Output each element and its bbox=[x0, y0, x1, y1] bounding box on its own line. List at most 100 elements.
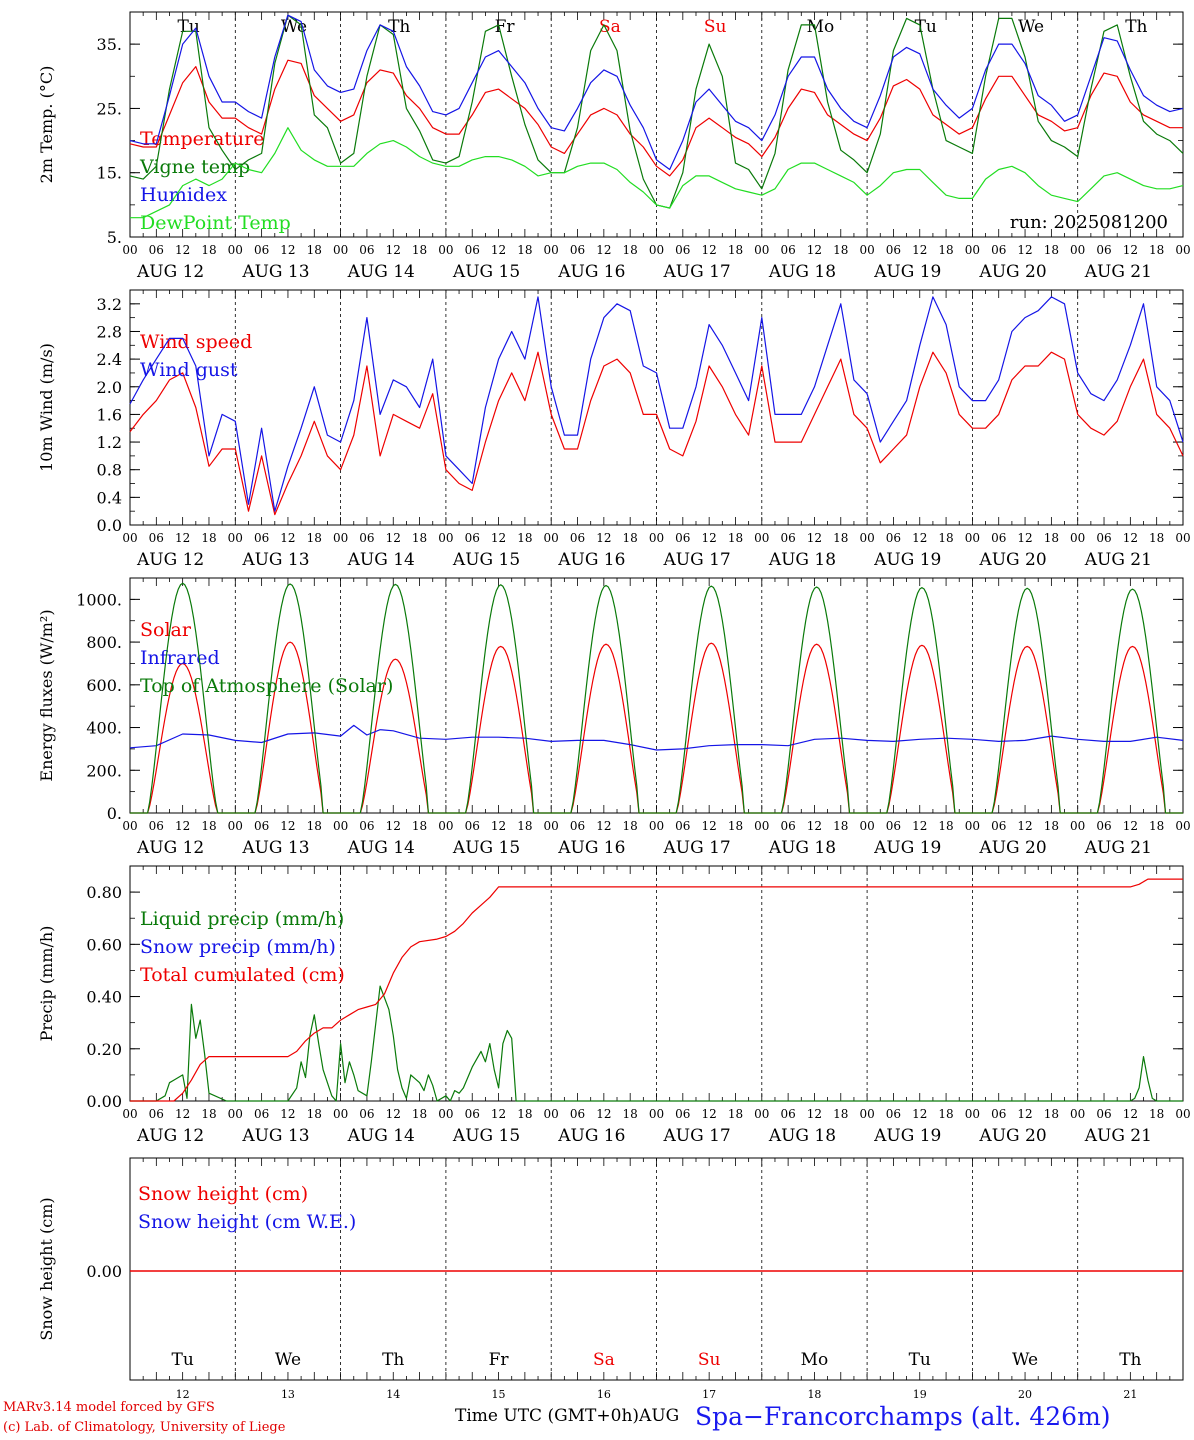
y-tick-label: 1000. bbox=[76, 590, 122, 609]
hour-tick-label: 18 bbox=[623, 531, 638, 545]
y-tick-label: 2.4 bbox=[97, 350, 122, 369]
hour-tick-label: 00 bbox=[228, 1107, 243, 1121]
hour-tick-label: 06 bbox=[149, 243, 164, 257]
hour-tick-label: 00 bbox=[649, 531, 664, 545]
hour-tick-label: 12 bbox=[386, 531, 401, 545]
hour-tick-label: 18 bbox=[1149, 243, 1164, 257]
hour-tick-label: 12 bbox=[175, 1107, 190, 1121]
hour-tick-label: 18 bbox=[1044, 1107, 1059, 1121]
y-tick-label: 200. bbox=[86, 761, 122, 780]
legend-entry: Snow precip (mm/h) bbox=[140, 936, 336, 958]
hour-tick-label: 12 bbox=[807, 819, 822, 833]
hour-tick-label: 18 bbox=[833, 819, 848, 833]
hour-tick-label: 00 bbox=[965, 819, 980, 833]
date-label: AUG 17 bbox=[663, 838, 731, 858]
date-label: AUG 15 bbox=[452, 838, 520, 858]
hour-tick-label: 00 bbox=[228, 531, 243, 545]
hour-tick-label: 12 bbox=[1123, 531, 1138, 545]
weekday-label: We bbox=[1012, 1350, 1038, 1370]
weekday-label: Tu bbox=[909, 1350, 931, 1370]
y-tick-label: 0.00 bbox=[86, 1262, 122, 1281]
hour-tick-label: 06 bbox=[254, 1107, 269, 1121]
date-label: AUG 14 bbox=[347, 1126, 415, 1146]
hour-tick-label: 00 bbox=[1175, 531, 1190, 545]
hour-tick-label: 06 bbox=[1096, 1107, 1111, 1121]
x-axis-title-text: Time UTC (GMT+0h) bbox=[455, 1406, 640, 1426]
hour-tick-label: 00 bbox=[859, 819, 874, 833]
hour-tick-label: 06 bbox=[991, 531, 1006, 545]
date-label: AUG 12 bbox=[136, 262, 204, 282]
hour-tick-label: 18 bbox=[201, 531, 216, 545]
legend-entry: Solar bbox=[140, 619, 192, 641]
day-number-label: 13 bbox=[281, 1388, 295, 1401]
weekday-label: Fr bbox=[495, 17, 516, 37]
hour-tick-label: 06 bbox=[886, 1107, 901, 1121]
date-label: AUG 12 bbox=[136, 550, 204, 570]
hour-tick-label: 06 bbox=[570, 243, 585, 257]
hour-tick-label: 12 bbox=[702, 531, 717, 545]
hour-tick-label: 06 bbox=[780, 819, 795, 833]
weekday-label: Fr bbox=[489, 1350, 510, 1370]
date-label: AUG 20 bbox=[978, 838, 1046, 858]
date-label: AUG 20 bbox=[978, 1126, 1046, 1146]
hour-tick-label: 00 bbox=[965, 243, 980, 257]
hour-tick-label: 06 bbox=[675, 819, 690, 833]
hour-tick-label: 12 bbox=[1017, 243, 1032, 257]
hour-tick-label: 12 bbox=[912, 1107, 927, 1121]
date-label: AUG 15 bbox=[452, 1126, 520, 1146]
hour-tick-label: 12 bbox=[912, 819, 927, 833]
hour-tick-label: 00 bbox=[1070, 243, 1085, 257]
hour-tick-label: 06 bbox=[675, 531, 690, 545]
hour-tick-label: 00 bbox=[859, 243, 874, 257]
hour-tick-label: 00 bbox=[122, 243, 137, 257]
date-label: AUG 20 bbox=[978, 550, 1046, 570]
hour-tick-label: 00 bbox=[438, 1107, 453, 1121]
hour-tick-label: 06 bbox=[570, 819, 585, 833]
day-number-label: 14 bbox=[386, 1388, 400, 1401]
date-label: AUG 12 bbox=[136, 1126, 204, 1146]
weekday-label: Sa bbox=[599, 17, 621, 37]
hour-tick-label: 06 bbox=[1096, 531, 1111, 545]
date-label: AUG 18 bbox=[768, 550, 836, 570]
day-number-label: 16 bbox=[597, 1388, 611, 1401]
hour-tick-label: 06 bbox=[780, 243, 795, 257]
series-line-3 bbox=[130, 127, 1184, 219]
hour-tick-label: 00 bbox=[1175, 243, 1190, 257]
series-line-0 bbox=[130, 641, 1183, 814]
date-label: AUG 16 bbox=[557, 550, 625, 570]
hour-tick-label: 00 bbox=[438, 819, 453, 833]
hour-tick-label: 06 bbox=[359, 531, 374, 545]
hour-tick-label: 12 bbox=[1017, 819, 1032, 833]
hour-tick-label: 00 bbox=[859, 531, 874, 545]
hour-tick-label: 06 bbox=[675, 243, 690, 257]
hour-tick-label: 12 bbox=[491, 243, 506, 257]
weekday-label: Mo bbox=[801, 1350, 829, 1370]
hour-tick-label: 18 bbox=[201, 1107, 216, 1121]
hour-tick-label: 00 bbox=[544, 531, 559, 545]
y-tick-label: 5. bbox=[107, 228, 122, 247]
hour-tick-label: 06 bbox=[254, 243, 269, 257]
hour-tick-label: 18 bbox=[833, 243, 848, 257]
weekday-label: Th bbox=[1125, 17, 1147, 37]
day-number-label: 12 bbox=[176, 1388, 190, 1401]
y-tick-label: 0.4 bbox=[97, 488, 122, 507]
hour-tick-label: 06 bbox=[991, 819, 1006, 833]
hour-tick-label: 18 bbox=[1044, 531, 1059, 545]
weekday-label: We bbox=[275, 1350, 301, 1370]
y-axis-label: 2m Temp. (°C) bbox=[37, 66, 56, 184]
date-label: AUG 12 bbox=[136, 838, 204, 858]
hour-tick-label: 18 bbox=[728, 819, 743, 833]
hour-tick-label: 06 bbox=[149, 1107, 164, 1121]
hour-tick-label: 06 bbox=[359, 243, 374, 257]
date-label: AUG 17 bbox=[663, 262, 731, 282]
legend-entry: Wind speed bbox=[140, 331, 252, 353]
hour-tick-label: 18 bbox=[307, 531, 322, 545]
weekday-label: Su bbox=[704, 17, 727, 37]
hour-tick-label: 12 bbox=[702, 819, 717, 833]
hour-tick-label: 00 bbox=[122, 531, 137, 545]
hour-tick-label: 06 bbox=[254, 531, 269, 545]
hour-tick-label: 06 bbox=[886, 531, 901, 545]
hour-tick-label: 00 bbox=[333, 1107, 348, 1121]
series-line-2 bbox=[130, 582, 1183, 814]
hour-tick-label: 06 bbox=[1096, 243, 1111, 257]
